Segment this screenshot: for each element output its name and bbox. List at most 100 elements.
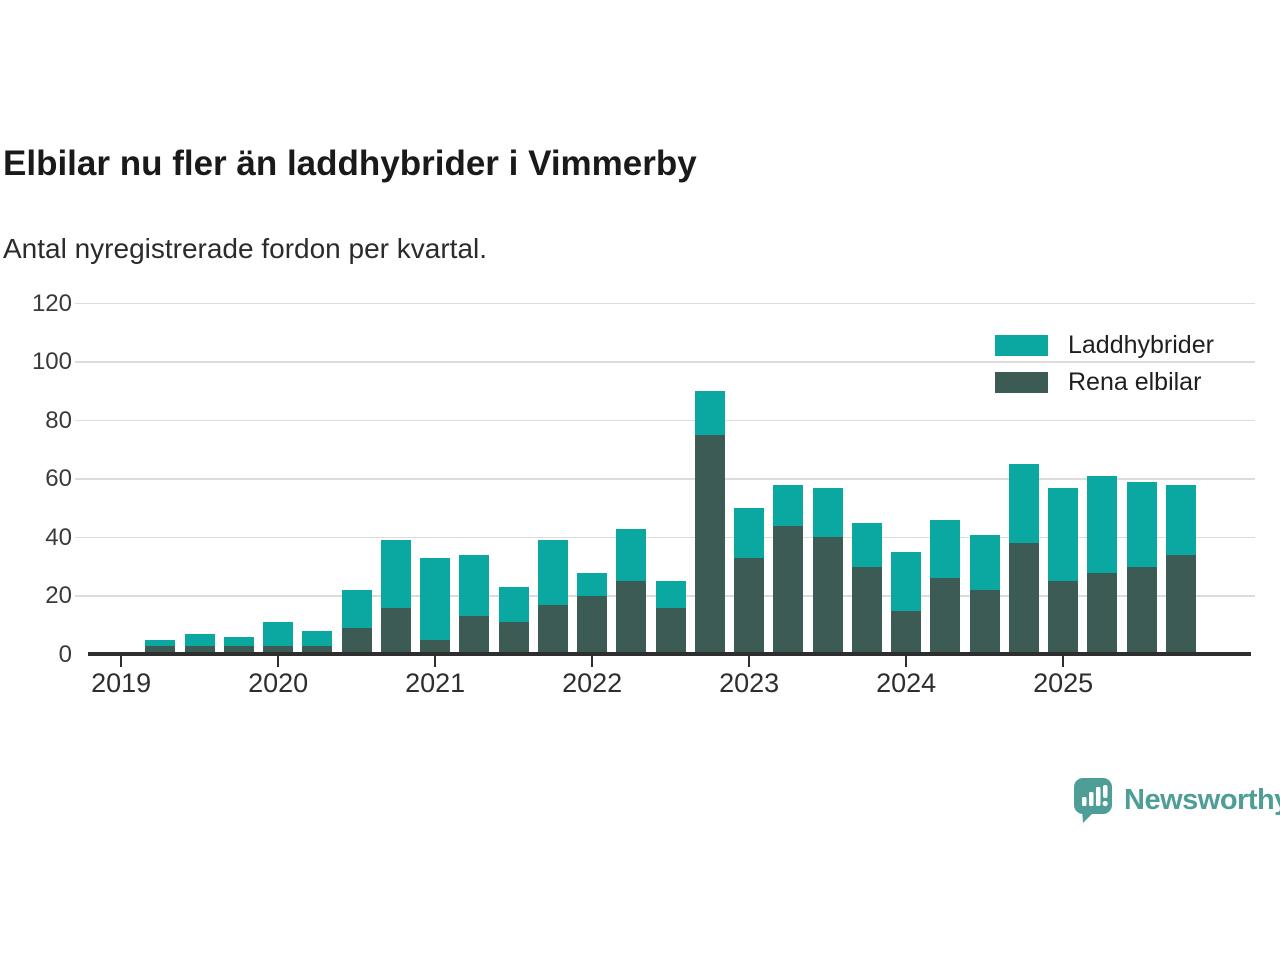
bar-segment-rena-elbilar <box>655 607 686 655</box>
bar-q3-2022 <box>655 581 686 655</box>
y-axis-label-0: 0 <box>58 640 72 668</box>
bar-segment-laddhybrider <box>263 622 294 646</box>
bar-segment-laddhybrider <box>341 590 372 629</box>
bar-segment-rena-elbilar <box>773 525 804 655</box>
bar-segment-laddhybrider <box>891 552 922 611</box>
gridline-60 <box>75 478 1255 480</box>
newsworthy-logo: Newsworthy <box>1072 776 1280 824</box>
bar-segment-rena-elbilar <box>969 590 1000 655</box>
y-axis-label-100: 100 <box>31 348 72 375</box>
bar-segment-laddhybrider <box>302 631 333 646</box>
plot-area: 0 20 40 60 80 100 120 2019 2020 2021 2022 2023 2024 2… <box>31 289 1255 698</box>
x-tick-2023 <box>747 654 751 667</box>
bar-segment-laddhybrider <box>223 636 254 646</box>
bar-q2-2021 <box>459 555 490 655</box>
bar-segment-laddhybrider <box>1048 487 1079 582</box>
bar-segment-laddhybrider <box>773 484 804 526</box>
newsworthy-brand-text: Newsworthy <box>1124 783 1280 816</box>
gridline-120 <box>75 302 1255 305</box>
bar-segment-rena-elbilar <box>263 645 294 655</box>
bar-segment-rena-elbilar <box>930 578 961 655</box>
bar-q2-2020 <box>302 631 333 655</box>
bar-q3-2021 <box>498 587 529 655</box>
bar-q1-2020 <box>263 622 294 655</box>
bar-segment-rena-elbilar <box>341 628 372 655</box>
chart-title: Elbilar nu fler än laddhybrider i Vimmer… <box>3 144 697 183</box>
x-tick-2021 <box>433 654 437 667</box>
gridline-80 <box>75 419 1255 422</box>
bar-segment-rena-elbilar <box>1008 543 1039 655</box>
legend-label-rena-elbilar: Rena elbilar <box>1068 368 1202 396</box>
x-tick-2024 <box>904 654 908 667</box>
legend-item-laddhybrider: Laddhybrider <box>995 331 1214 360</box>
bar-segment-laddhybrider <box>734 508 765 558</box>
bar-segment-rena-elbilar <box>537 604 568 655</box>
bar-segment-laddhybrider <box>812 487 843 538</box>
bar-segment-laddhybrider <box>1165 484 1196 556</box>
bar-segment-rena-elbilar <box>223 645 254 655</box>
bar-segment-laddhybrider <box>145 639 176 646</box>
x-axis-label-2023: 2023 <box>719 668 780 698</box>
bar-segment-laddhybrider <box>184 634 215 646</box>
bar-segment-rena-elbilar <box>891 610 922 655</box>
bar-segment-laddhybrider <box>1008 464 1039 544</box>
bar-q1-2021 <box>420 557 451 655</box>
gridline-40 <box>75 536 1255 539</box>
bar-segment-laddhybrider <box>459 555 490 617</box>
gridline-100 <box>75 361 1255 363</box>
bar-segment-laddhybrider <box>694 391 725 436</box>
bar-segment-rena-elbilar <box>577 595 608 655</box>
bar-segment-laddhybrider <box>1126 481 1157 567</box>
x-axis <box>88 652 1251 656</box>
bar-q4-2019 <box>223 636 254 655</box>
bar-q3-2024 <box>969 534 1000 655</box>
bar-segment-rena-elbilar <box>1087 572 1118 655</box>
x-axis-label-2022: 2022 <box>562 668 623 698</box>
bar-q4-2021 <box>537 540 568 655</box>
bar-q3-2020 <box>341 590 372 655</box>
bar-segment-rena-elbilar <box>420 639 451 655</box>
bar-q2-2019 <box>145 639 176 655</box>
y-axis-label-60: 60 <box>45 465 72 492</box>
bar-segment-rena-elbilar <box>694 435 725 655</box>
bar-q3-2023 <box>812 487 843 655</box>
x-tick-2025 <box>1061 654 1065 667</box>
bar-q4-2020 <box>380 540 411 655</box>
legend-label-laddhybrider: Laddhybrider <box>1068 331 1214 359</box>
y-axis-label-40: 40 <box>45 523 72 551</box>
y-axis-label-80: 80 <box>45 406 72 434</box>
bar-q1-2023 <box>734 508 765 655</box>
bar-q2-2022 <box>616 528 647 655</box>
bar-q3-2019 <box>184 634 215 655</box>
bar-segment-rena-elbilar <box>851 566 882 655</box>
legend-swatch-laddhybrider <box>995 335 1048 356</box>
bar-q4-2025 <box>1165 484 1196 655</box>
bar-segment-laddhybrider <box>655 581 686 608</box>
bar-segment-laddhybrider <box>537 540 568 605</box>
bar-segment-rena-elbilar <box>498 622 529 655</box>
bar-segment-rena-elbilar <box>616 581 647 655</box>
x-axis-label-2024: 2024 <box>876 668 937 698</box>
bar-chart-bubble-icon <box>1074 778 1112 823</box>
bar-segment-laddhybrider <box>1087 476 1118 573</box>
legend-item-rena-elbilar: Rena elbilar <box>995 368 1201 397</box>
bar-segment-rena-elbilar <box>1048 581 1079 655</box>
bar-q1-2024 <box>891 552 922 655</box>
bar-q4-2024 <box>1008 464 1039 655</box>
bar-q2-2024 <box>930 519 961 655</box>
chart-subtitle: Antal nyregistrerade fordon per kvartal. <box>3 233 488 264</box>
bar-q3-2025 <box>1126 481 1157 655</box>
bar-segment-rena-elbilar <box>459 616 490 655</box>
bar-segment-rena-elbilar <box>380 607 411 655</box>
bar-segment-rena-elbilar <box>1165 555 1196 655</box>
bar-segment-laddhybrider <box>969 534 1000 591</box>
bar-segment-rena-elbilar <box>1126 566 1157 655</box>
x-tick-2022 <box>590 654 594 667</box>
bar-q2-2023 <box>773 484 804 655</box>
x-axis-label-2025: 2025 <box>1033 668 1094 698</box>
bar-segment-rena-elbilar <box>145 645 176 655</box>
y-axis-label-120: 120 <box>31 289 72 317</box>
bar-segment-laddhybrider <box>380 540 411 608</box>
legend-swatch-rena-elbilar <box>995 372 1048 393</box>
bar-segment-rena-elbilar <box>302 645 333 655</box>
